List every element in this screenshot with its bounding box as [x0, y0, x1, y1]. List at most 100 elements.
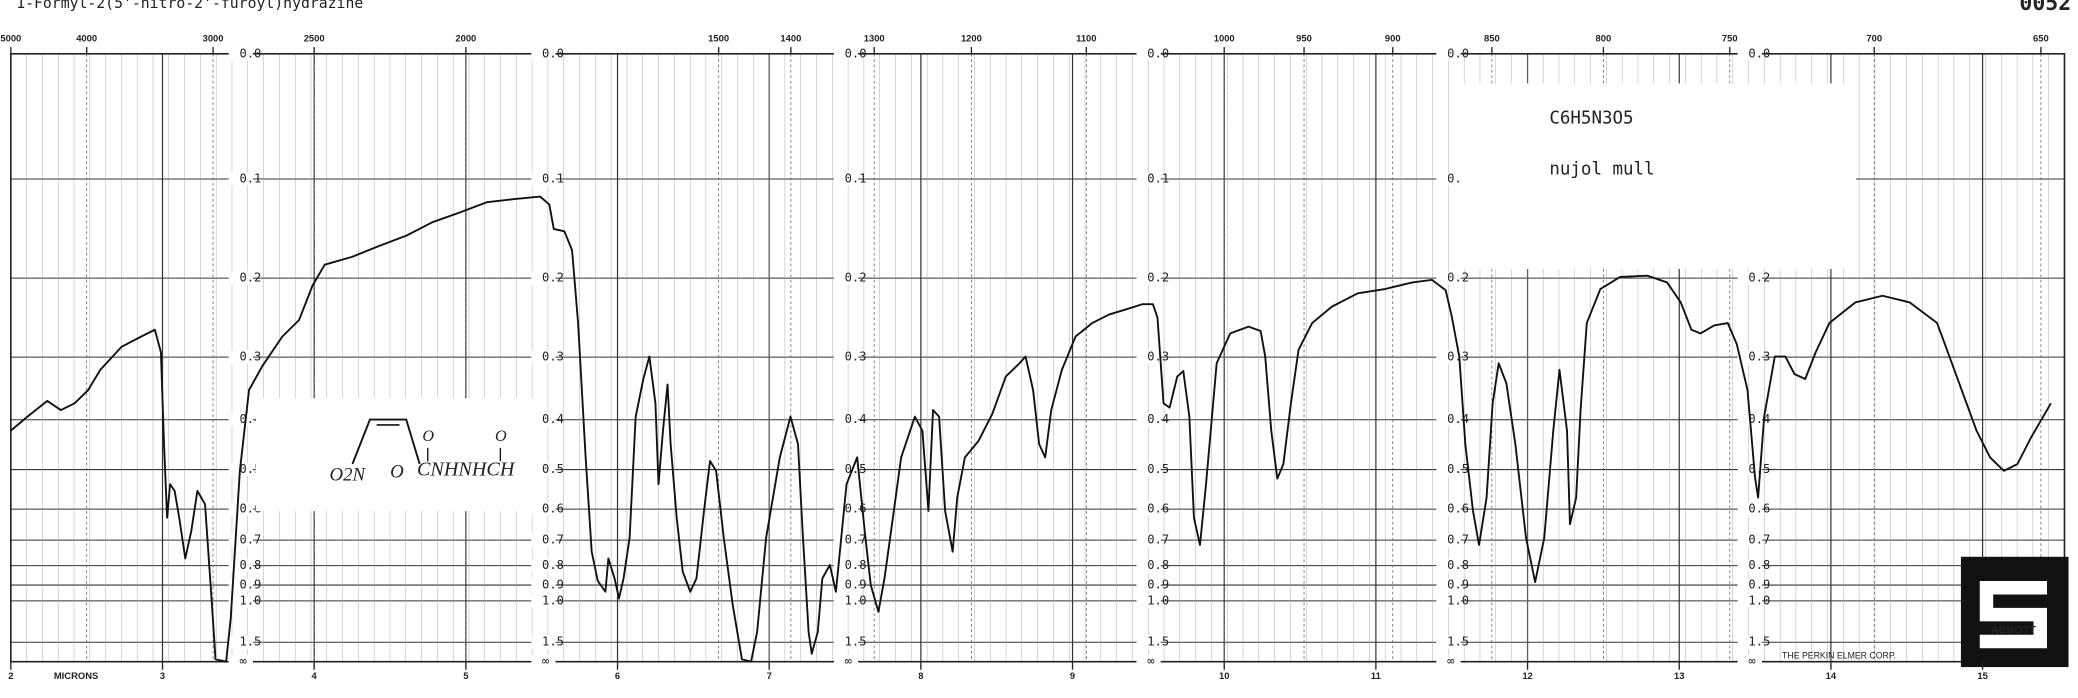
abs-label-bg: [1436, 635, 1461, 649]
x2-tick-label: 5000: [0, 32, 21, 43]
y-tick-label: 0.9: [1147, 578, 1169, 592]
abs-label-bg: [531, 558, 556, 573]
y-tick-label: ∞: [542, 654, 549, 668]
y-tick-label: 0.8: [1748, 558, 1770, 572]
x2-tick-label: 1100: [1076, 32, 1096, 43]
abs-label-bg: [1136, 350, 1161, 364]
abs-label-bg: [1136, 271, 1161, 285]
abs-label-bg: [833, 271, 859, 285]
abs-label-bg: [1136, 533, 1161, 547]
x-tick-label: 13: [1674, 670, 1684, 681]
abs-label-bg: [1737, 462, 1762, 477]
y-tick-label: 0.7: [239, 533, 261, 547]
y-tick-label: 0.7: [542, 533, 564, 547]
y-tick-label: 0.0: [1147, 46, 1169, 60]
y-tick-label: 0.9: [1748, 578, 1770, 592]
y-tick-label: 0.2: [1447, 271, 1469, 285]
y-tick-label: 1.5: [239, 635, 261, 649]
logo-mark: [1979, 580, 2047, 649]
x2-tick-label: 1300: [864, 32, 885, 43]
y-tick-label: 0.2: [1147, 271, 1169, 285]
y-tick-label: 0.3: [845, 350, 867, 364]
y-tick-label: 0.4: [1147, 412, 1169, 426]
abs-label-bg: [531, 635, 556, 649]
abs-label-bg: [1136, 635, 1161, 649]
y-tick-label: 1.5: [542, 635, 564, 649]
abs-label-bg: [1136, 654, 1161, 669]
y-tick-label: 0.0: [1748, 46, 1770, 60]
nitro-group: O2N: [330, 464, 367, 485]
x-tick-label: 10: [1219, 670, 1229, 681]
abs-label-bg: [228, 47, 253, 61]
structure: O2N O O CNHNHCH O: [255, 398, 539, 512]
abs-label-bg: [1436, 502, 1461, 516]
y-tick-label: 0.4: [1447, 412, 1469, 426]
furan-ring: [351, 418, 421, 465]
abs-label-bg: [1737, 533, 1762, 547]
y-tick-label: 0.1: [542, 172, 564, 186]
x-tick-label: 14: [1826, 670, 1837, 681]
abs-label-bg: [1136, 558, 1161, 573]
x-axis-label: MICRONS: [54, 670, 98, 681]
y-tick-label: 0.2: [845, 271, 867, 285]
x2-tick-label: 1200: [961, 32, 982, 43]
abs-label-bg: [833, 462, 859, 477]
y-tick-label: 0.6: [542, 502, 564, 516]
abs-label-bg: [1136, 172, 1161, 186]
abs-label-bg: [833, 502, 859, 516]
medium: nujol mull: [1549, 159, 1654, 179]
y-tick-label: 0.8: [239, 558, 261, 572]
y-tick-label: 0.5: [845, 462, 867, 476]
y-tick-label: 0.1: [1147, 172, 1169, 186]
y-tick-label: 0.6: [1147, 502, 1169, 516]
abs-label-bg: [833, 413, 859, 427]
logo: ABBOTT: [1960, 556, 2069, 668]
plot-frame: [10, 52, 2066, 663]
hydrazide-chain: CNHNHCH: [417, 458, 516, 480]
abs-label-bg: [1436, 654, 1461, 669]
x2-tick-label: 1500: [708, 32, 729, 43]
y-tick-label: 1.0: [239, 593, 261, 607]
y-tick-label: 0.9: [542, 578, 564, 592]
y-tick-label: ∞: [1748, 654, 1755, 668]
y-tick-label: 1.5: [1748, 635, 1770, 649]
y-tick-label: 0.8: [1447, 558, 1469, 572]
x-tick-label: 7: [767, 670, 772, 681]
abs-label-bg: [1436, 271, 1461, 285]
y-tick-label: 0.3: [1447, 350, 1469, 364]
abs-label-bg: [228, 502, 253, 516]
x-tick-label: 5: [463, 670, 468, 681]
abs-label-bg: [1737, 654, 1762, 669]
y-tick-label: 0.8: [845, 558, 867, 572]
abs-label-bg: [1436, 558, 1461, 573]
x2-tick-label: 2000: [455, 32, 476, 43]
abs-label-bg: [1436, 172, 1461, 186]
y-tick-label: 0.1: [845, 172, 867, 186]
abs-label-bg: [531, 533, 556, 547]
abs-label-bg: [1737, 635, 1762, 649]
y-tick-label: 0.4: [542, 412, 564, 426]
x-tick-label: 3: [160, 670, 165, 681]
y-tick-label: 1.5: [845, 635, 867, 649]
carbonyl-oxygen: O: [422, 428, 434, 445]
y-tick-label: 0.1: [239, 172, 261, 186]
x-tick-label: 8: [918, 670, 923, 681]
y-tick-label: 1.0: [1147, 593, 1169, 607]
abs-label-bg: [228, 594, 253, 608]
abs-label-bg: [1737, 271, 1762, 285]
grid: [10, 53, 2065, 663]
y-tick-label: 1.0: [845, 593, 867, 607]
compound-name: 1-Formyl-2(5'-nitro-2'-furoyl)hydrazine: [16, 0, 363, 12]
y-tick-label: 0.7: [1447, 533, 1469, 547]
y-tick-label: 0.0: [1447, 46, 1469, 60]
formula: C6H5N3O5: [1549, 108, 1633, 128]
spectrum-line: [10, 195, 2052, 663]
x2-tick-label: 3000: [203, 32, 224, 43]
y-tick-label: 0.0: [542, 46, 564, 60]
abs-label-bg: [1436, 350, 1461, 364]
y-tick-label: 0.6: [845, 502, 867, 516]
maker: THE PERKIN ELMER CORP.: [1782, 651, 1896, 661]
x-tick-label: 15: [1977, 670, 1987, 681]
x-tick-label: 12: [1522, 670, 1532, 681]
